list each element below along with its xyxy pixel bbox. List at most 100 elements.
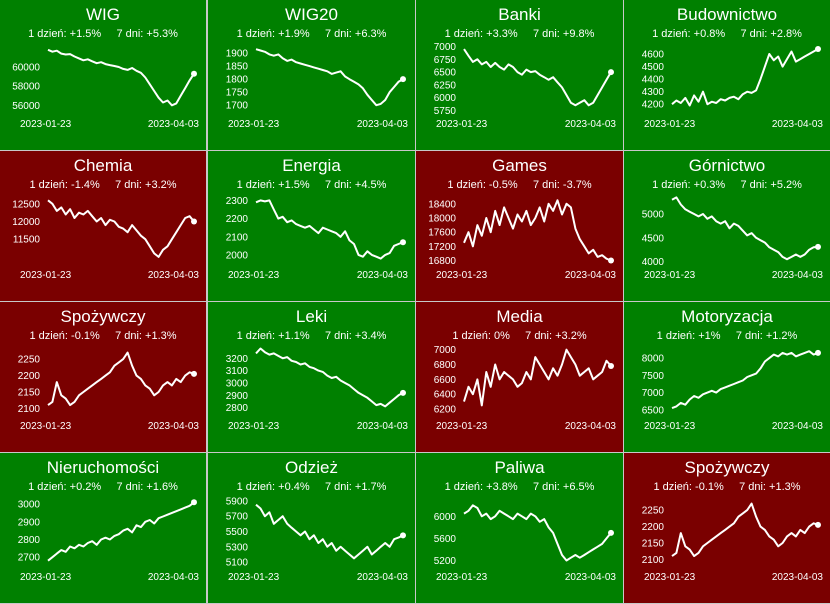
change-7-days: 7 dni: +6.5% [532, 481, 595, 493]
y-tick-label: 5900 [226, 496, 249, 507]
chart-change-stats: 1 dzień: +0.4% 7 dni: +1.7% [208, 481, 415, 493]
last-value-marker [400, 239, 406, 246]
x-axis-start-label: 2023-01-23 [228, 421, 280, 432]
y-tick-label: 2100 [18, 404, 41, 415]
change-7-days: 7 dni: +2.8% [740, 28, 802, 40]
x-axis-end-label: 2023-04-03 [564, 572, 616, 583]
y-tick-label: 6600 [434, 375, 457, 386]
y-tick-label: 6000 [434, 93, 457, 104]
change-1-day: 1 dzień: +1% [656, 330, 721, 342]
series-line [255, 48, 404, 107]
x-axis-end-label: 2023-04-03 [356, 421, 408, 432]
line-chart: 2250 2200 2150 2100 [642, 502, 821, 566]
x-axis-end-label: 2023-04-03 [147, 270, 199, 281]
chart-tile: WIG20 1 dzień: +1.9% 7 dni: +6.3% 1900 1850… [208, 0, 415, 150]
series-line [463, 199, 612, 262]
chart-title: Spożywczy [60, 307, 146, 326]
x-axis-start-label: 2023-01-23 [20, 270, 72, 281]
chart-title: WIG20 [285, 5, 338, 24]
y-tick-label: 1900 [226, 49, 249, 60]
y-tick-label: 2200 [18, 371, 41, 382]
y-tick-label: 2900 [18, 517, 41, 528]
change-1-day: 1 dzień: +1.5% [236, 179, 310, 191]
y-tick-label: 12500 [12, 199, 40, 210]
y-tick-label: 1700 [226, 101, 249, 112]
change-7-days: 7 dni: -3.7% [532, 179, 592, 191]
change-1-day: 1 dzień: -0.5% [447, 179, 518, 191]
x-axis-start-label: 2023-01-23 [644, 119, 696, 130]
chart-change-stats: 1 dzień: 0% 7 dni: +3.2% [416, 330, 623, 342]
last-value-marker [608, 363, 614, 370]
series-line [255, 347, 404, 408]
chart-tile: Chemia 1 dzień: -1.4% 7 dni: +3.2% 12500 12… [0, 151, 206, 301]
x-axis-end-label: 2023-04-03 [771, 572, 823, 583]
x-axis-start-label: 2023-01-23 [436, 270, 488, 281]
last-value-marker [191, 218, 197, 225]
y-tick-label: 7000 [434, 345, 457, 356]
line-chart: 7000 6800 6600 6400 6200 [434, 345, 614, 416]
change-7-days: 7 dni: +3.2% [115, 179, 177, 191]
y-tick-label: 1850 [226, 62, 249, 73]
y-tick-label: 5100 [226, 558, 249, 569]
y-tick-label: 18400 [428, 199, 456, 210]
change-7-days: 7 dni: +6.3% [324, 28, 387, 40]
y-tick-label: 5500 [226, 527, 249, 538]
x-axis-start-label: 2023-01-23 [228, 270, 280, 281]
y-tick-label: 11500 [13, 235, 41, 246]
change-1-day: 1 dzień: +0.2% [28, 481, 102, 493]
y-tick-label: 4500 [642, 233, 665, 244]
last-value-marker [191, 70, 197, 77]
change-1-day: 1 dzień: +0.8% [652, 28, 726, 40]
line-chart: 60000 58000 56000 [12, 48, 197, 112]
y-tick-label: 17600 [428, 228, 456, 239]
x-axis-end-label: 2023-04-03 [147, 572, 199, 583]
x-axis-end-label: 2023-04-03 [564, 421, 616, 432]
x-axis-start-label: 2023-01-23 [644, 421, 696, 432]
chart-tile: Górnictwo 1 dzień: +0.3% 7 dni: +5.2% 5000… [624, 151, 830, 301]
change-7-days: 7 dni: +4.5% [324, 179, 387, 191]
y-tick-label: 1800 [226, 75, 249, 86]
line-chart: 1900 1850 1800 1750 1700 [226, 48, 406, 112]
series-line [47, 501, 195, 562]
x-axis-end-label: 2023-04-03 [356, 572, 408, 583]
y-tick-label: 2200 [226, 214, 249, 225]
chart-title: Spożywczy [684, 458, 770, 477]
last-value-marker [400, 76, 406, 83]
chart-tile: Nieruchomości 1 dzień: +0.2% 7 dni: +1.6%… [0, 453, 206, 603]
y-tick-label: 60000 [12, 63, 40, 74]
chart-tile: WIG 1 dzień: +1.5% 7 dni: +5.3% 60000 58000… [0, 0, 206, 150]
y-tick-label: 7000 [642, 388, 665, 399]
y-tick-label: 56000 [12, 101, 40, 112]
line-chart: 12500 12000 11500 [12, 199, 197, 258]
series-line [255, 503, 404, 560]
x-axis-start-label: 2023-01-23 [20, 572, 72, 583]
chart-tile: Odzież 1 dzień: +0.4% 7 dni: +1.7% 5900 570… [208, 453, 415, 603]
change-7-days: 7 dni: +5.3% [116, 28, 178, 40]
x-axis-end-label: 2023-04-03 [771, 270, 823, 281]
series-line [47, 199, 195, 258]
x-axis-start-label: 2023-01-23 [644, 572, 696, 583]
chart-tile: Energia 1 dzień: +1.5% 7 dni: +4.5% 2300 22… [208, 151, 415, 301]
chart-title: Górnictwo [688, 156, 766, 175]
y-tick-label: 2100 [642, 555, 665, 566]
line-chart: 5000 4500 4000 [642, 196, 821, 268]
series-line [47, 48, 195, 107]
x-axis-end-label: 2023-04-03 [564, 119, 616, 130]
line-chart: 6000 5600 5200 [434, 504, 614, 567]
y-tick-label: 6500 [434, 68, 457, 79]
change-7-days: 7 dni: +1.2% [735, 330, 798, 342]
chart-change-stats: 1 dzień: +1.5% 7 dni: +5.3% [0, 28, 206, 40]
x-axis-end-label: 2023-04-03 [147, 421, 199, 432]
chart-title: Banki [498, 5, 541, 24]
chart-change-stats: 1 dzień: -0.1% 7 dni: +1.3% [624, 481, 830, 493]
y-tick-label: 5200 [434, 556, 457, 567]
y-tick-label: 2800 [18, 535, 41, 546]
chart-title: Leki [295, 307, 328, 326]
y-tick-label: 3100 [226, 366, 249, 377]
line-chart: 18400 18000 17600 17200 16800 [428, 199, 614, 267]
chart-tile: Banki 1 dzień: +3.3% 7 dni: +9.8% 7000 6750… [416, 0, 623, 150]
line-chart: 5900 5700 5500 5300 5100 [226, 496, 406, 569]
change-1-day: 1 dzień: -1.4% [29, 179, 100, 191]
